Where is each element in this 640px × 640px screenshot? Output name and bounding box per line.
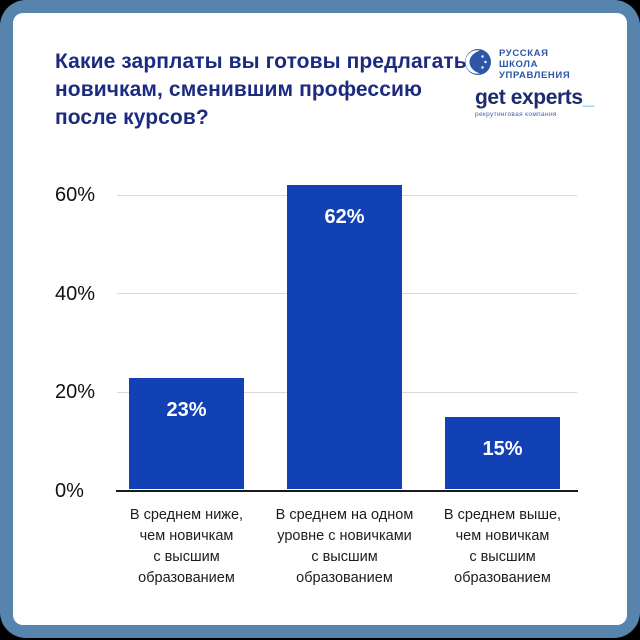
get-experts-logo-name: get experts [475, 86, 583, 109]
bar-value-label: 23% [166, 398, 207, 421]
get-experts-logo: get experts_ рекрутинговая компания [475, 86, 594, 118]
bar-1: 23% [129, 377, 244, 490]
rsu-logo: РУССКАЯ ШКОЛА УПРАВЛЕНИЯ [464, 48, 570, 81]
rsu-logo-text: РУССКАЯ ШКОЛА УПРАВЛЕНИЯ [499, 48, 571, 81]
x-axis-line [116, 489, 578, 492]
y-axis-tick-label: 40% [55, 282, 96, 305]
y-axis-tick-label: 0% [55, 480, 84, 502]
rsu-globe-face-icon [464, 48, 492, 81]
chart-title: Какие зарплаты вы готовы предлагать нови… [55, 50, 467, 129]
get-experts-logo-underscore: _ [582, 86, 595, 109]
bar-value-label: 15% [482, 438, 523, 461]
y-axis-tick-label: 60% [55, 184, 96, 207]
y-axis-tick-label: 20% [55, 381, 96, 404]
x-axis-category-label: В среднем ниже, чем новичкам с высшим об… [129, 507, 244, 586]
get-experts-logo-tagline: рекрутинговая компания [475, 111, 557, 118]
bar-value-label: 62% [324, 206, 365, 229]
x-axis-category-label: В среднем выше, чем новичкам с высшим об… [443, 507, 562, 586]
x-axis-category-label: В среднем на одном уровне с новичками с … [275, 507, 414, 586]
bar-3: 15% [445, 417, 560, 490]
bar-2: 62% [287, 185, 402, 490]
